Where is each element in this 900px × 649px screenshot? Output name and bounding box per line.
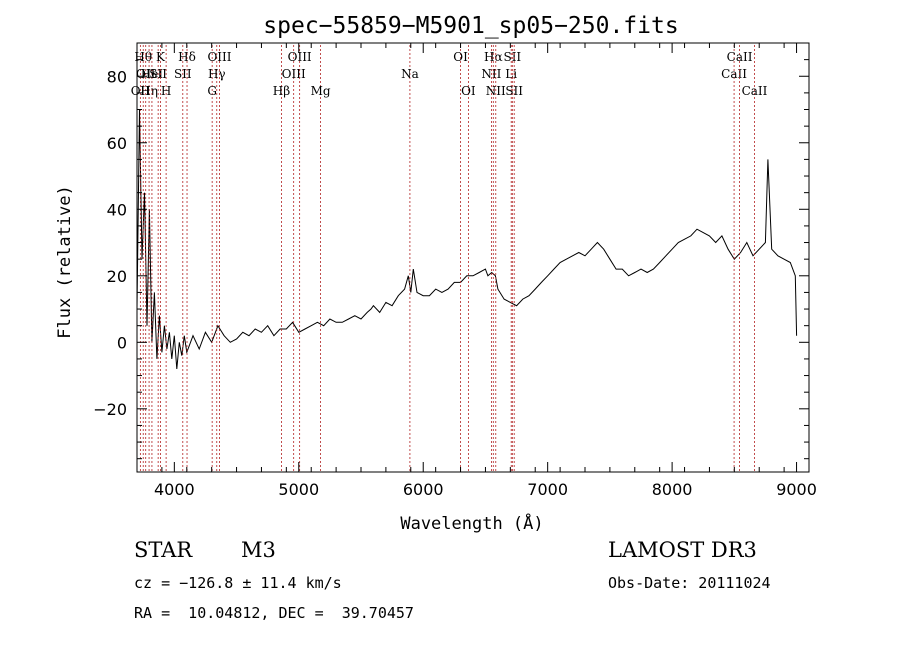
line-marker-label-2: OII [136,67,156,81]
line-marker-label-16: Mg [311,84,331,98]
spectrum-chart: OIIHθOIIHηHeISIIKHSIIHδGHγOIIIHβOIIIOIII… [55,13,817,534]
line-marker-label-3: Hη [140,84,158,98]
x-tick-label-3: 7000 [527,480,568,499]
line-marker-label-25: SII [505,84,523,98]
x-tick-label-4: 8000 [652,480,693,499]
plot-frame [136,42,810,473]
redshift-velocity: cz = −126.8 ± 11.4 km/s [134,574,342,592]
line-marker-label-11: Hγ [208,67,226,81]
line-marker-label-22: NII [486,84,506,98]
y-tick-label-0: −20 [93,400,127,419]
chart-title: spec−55859−M5901_sp05−250.fits [263,13,678,39]
y-axis-label: Flux (relative) [55,185,75,339]
line-marker-label-27: CaII [727,50,753,64]
object-class: STAR [134,538,193,562]
x-axis-label: Wavelength (Å) [400,512,543,534]
obs-date: Obs-Date: 20111024 [608,574,771,592]
line-marker-label-24: SII [503,50,521,64]
line-marker-label-8: SII [174,67,192,81]
line-marker-label-5: SII [149,67,167,81]
object-subclass: M3 [241,538,276,562]
line-marker-label-17: Na [401,67,419,81]
line-marker-label-7: H [161,84,171,98]
line-marker-label-9: Hδ [178,50,196,64]
line-marker-label-1: Hθ [134,50,152,64]
line-marker-label-20: NII [481,67,501,81]
line-marker-label-13: Hβ [273,84,290,98]
axis-ticks: 4000 5000 6000 7000 8000 9000 −20 0 20 40 60 80 [93,43,817,499]
line-marker-label-26: CaII [721,67,747,81]
series-line-spectrum [137,109,798,369]
line-marker-label-4: HeI [141,67,164,81]
line-marker-label-21: Hα [484,50,503,64]
plot-area [137,109,798,369]
y-tick-label-2: 20 [107,267,127,286]
x-tick-label-0: 4000 [154,480,195,499]
line-marker-label-19: OI [461,84,476,98]
line-marker-label-12: OIII [207,50,231,64]
x-tick-label-2: 6000 [403,480,444,499]
y-tick-label-3: 40 [107,200,127,219]
line-marker-label-14: OIII [282,67,306,81]
y-tick-label-4: 60 [107,134,127,153]
y-tick-label-5: 80 [107,67,127,86]
line-markers: OIIHθOIIHηHeISIIKHSIIHδGHγOIIIHβOIIIOIII… [131,45,768,472]
line-marker-label-10: G [207,84,217,98]
line-marker-label-28: CaII [742,84,768,98]
line-marker-label-18: OI [453,50,468,64]
line-marker-label-15: OIII [288,50,312,64]
y-tick-label-1: 0 [117,333,127,352]
survey-name: LAMOST DR3 [608,538,757,562]
x-tick-label-5: 9000 [776,480,817,499]
line-marker-label-6: K [156,50,166,64]
x-tick-label-1: 5000 [278,480,319,499]
line-marker-label-23: Li [505,67,517,81]
sky-coordinates: RA = 10.04812, DEC = 39.70457 [134,604,414,622]
